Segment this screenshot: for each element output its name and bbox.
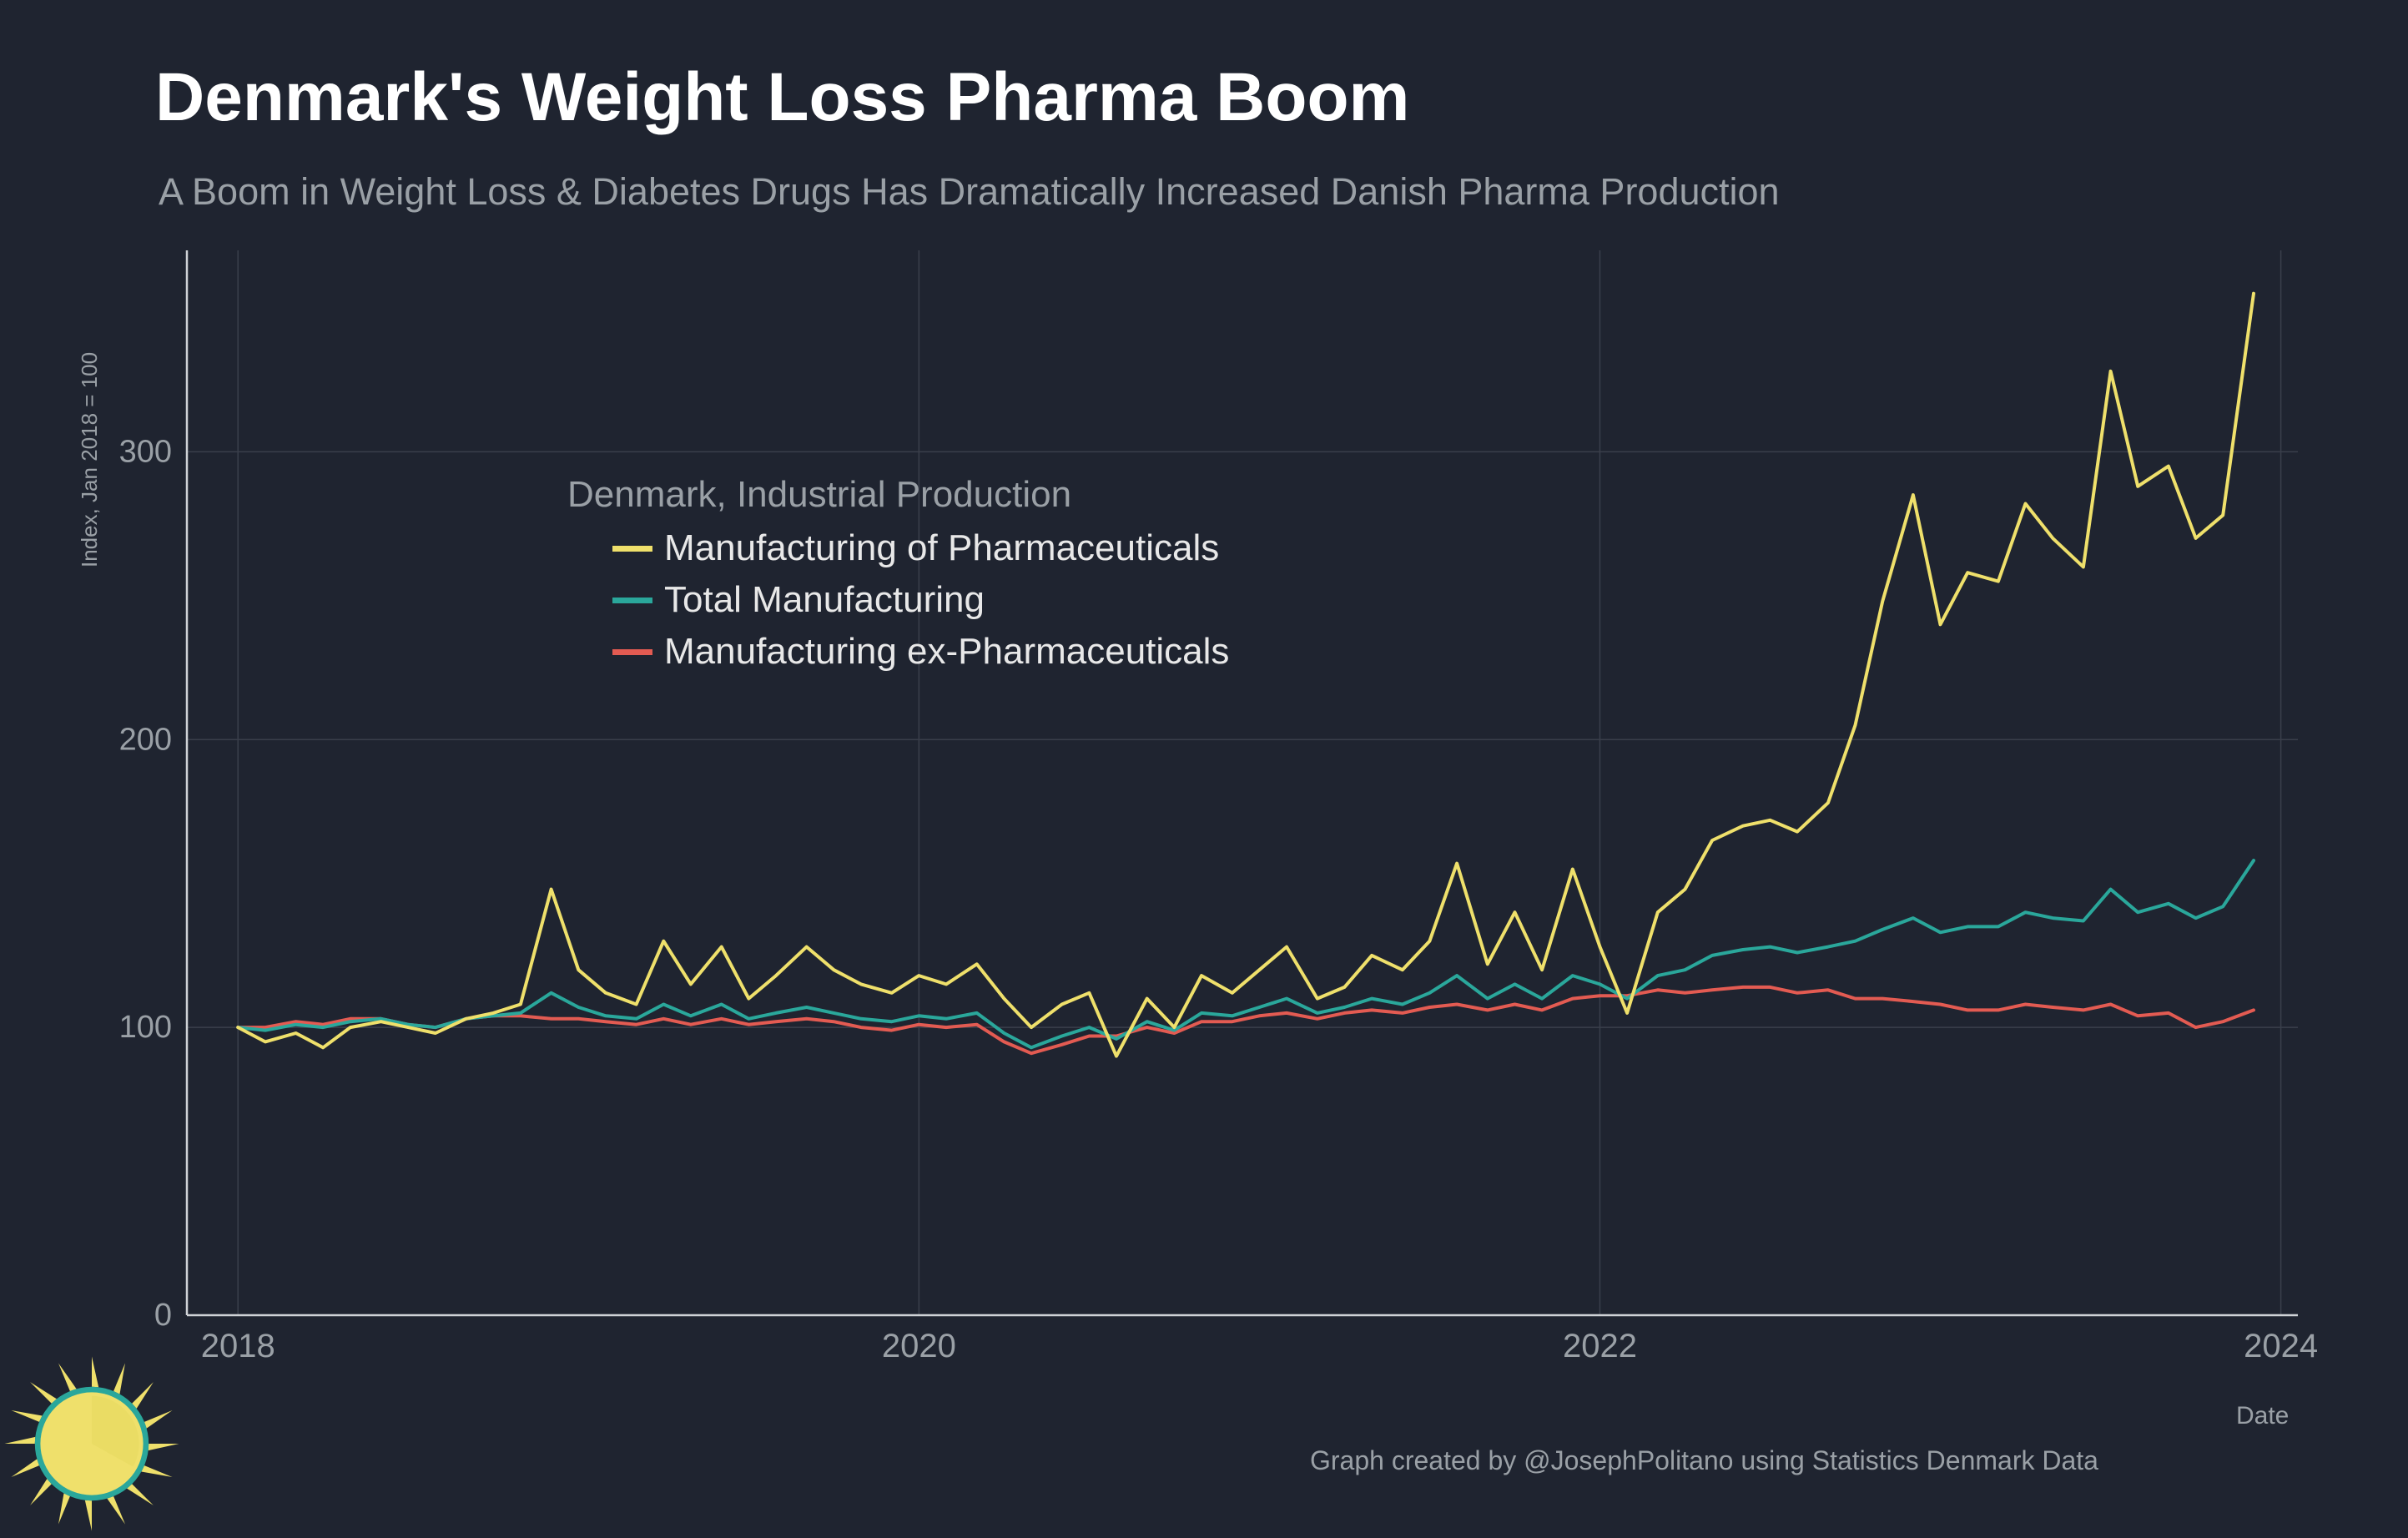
- legend-title: Denmark, Industrial Production: [567, 474, 1071, 516]
- legend-item: Manufacturing of Pharmaceuticals: [612, 527, 1219, 569]
- x-tick-label: 2024: [2244, 1328, 2318, 1364]
- y-axis-label: Index, Jan 2018 = 100: [77, 352, 103, 567]
- x-tick-labels: 2018 2020 2022 2024: [201, 1328, 2318, 1364]
- logo-icon: [0, 1352, 184, 1535]
- chart-subtitle: A Boom in Weight Loss & Diabetes Drugs H…: [159, 170, 1780, 214]
- legend-item: Total Manufacturing: [612, 579, 985, 621]
- series-line: [238, 987, 2254, 1053]
- grid-lines: [187, 250, 2298, 1315]
- y-tick-label: 300: [119, 434, 172, 469]
- y-tick-label: 200: [119, 722, 172, 757]
- chart-title: Denmark's Weight Loss Pharma Boom: [155, 58, 1409, 137]
- legend-swatch: [612, 598, 652, 603]
- legend-label: Total Manufacturing: [664, 579, 985, 621]
- y-tick-label: 0: [154, 1298, 172, 1333]
- chart-container: Denmark's Weight Loss Pharma Boom A Boom…: [0, 0, 2408, 1538]
- legend-swatch: [612, 649, 652, 655]
- legend-label: Manufacturing of Pharmaceuticals: [664, 527, 1219, 569]
- y-tick-labels: 0 100 200 300: [119, 434, 172, 1333]
- x-tick-label: 2022: [1563, 1328, 1637, 1364]
- legend-label: Manufacturing ex-Pharmaceuticals: [664, 631, 1229, 673]
- x-tick-label: 2018: [201, 1328, 275, 1364]
- x-axis-label: Date: [2236, 1402, 2289, 1430]
- plot-area: 0 100 200 300 2018 2020 2022 2024: [103, 250, 2331, 1399]
- series-group: [238, 294, 2254, 1056]
- legend-swatch: [612, 546, 652, 552]
- credit-text: Graph created by @JosephPolitano using S…: [1310, 1445, 2098, 1476]
- series-line: [238, 294, 2254, 1056]
- x-tick-label: 2020: [882, 1328, 956, 1364]
- y-tick-label: 100: [119, 1010, 172, 1045]
- legend-item: Manufacturing ex-Pharmaceuticals: [612, 631, 1229, 673]
